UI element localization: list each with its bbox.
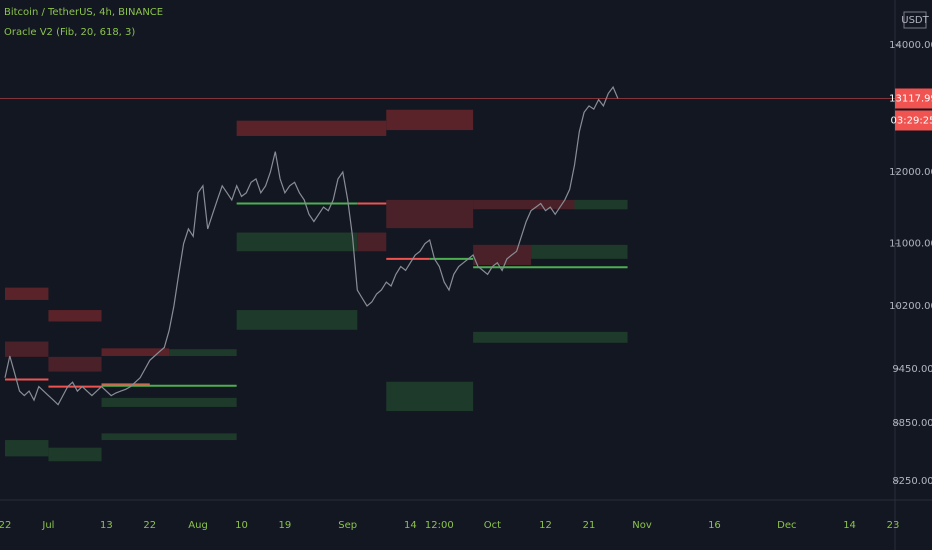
x-tick-label: Dec [777, 520, 796, 531]
y-tick-label: 14000.00 [889, 40, 932, 51]
zone [5, 440, 49, 457]
zone [357, 232, 387, 252]
plot-area [0, 85, 895, 462]
zone [473, 331, 628, 343]
zone [48, 447, 102, 462]
y-tick-label: 12000.00 [889, 167, 932, 178]
x-tick-label: Oct [484, 520, 501, 531]
x-tick-label: Nov [632, 520, 652, 531]
zone [5, 287, 49, 300]
zone [5, 341, 49, 357]
zone [473, 199, 628, 210]
zone [236, 120, 387, 136]
zone [101, 433, 237, 441]
x-tick-label: 14 [843, 520, 856, 531]
zone [531, 244, 628, 259]
x-tick-label: Sep [338, 520, 357, 531]
x-tick-label: 10 [235, 520, 248, 531]
zone [574, 199, 628, 210]
zone [386, 381, 474, 412]
chart-title: Bitcoin / TetherUS, 4h, BINANCE [4, 7, 163, 18]
y-tick-label: 10200.00 [889, 301, 932, 312]
zone [236, 310, 358, 330]
x-tick-label: 22 [143, 520, 156, 531]
currency-label[interactable]: USDT [901, 15, 929, 26]
indicator-name: Oracle V2 (Fib, 20, 618, 3) [4, 27, 135, 38]
zone [48, 310, 102, 322]
countdown-box [895, 110, 932, 131]
x-tick-label: Jul [41, 520, 54, 531]
zone [473, 244, 532, 265]
y-tick-label: 8250.00 [892, 476, 932, 487]
zone [48, 356, 102, 372]
currency-box[interactable] [903, 11, 927, 29]
x-tick-label: Aug [188, 520, 208, 531]
last-price-label: 13117.99 [889, 93, 932, 104]
x-tick-label: 21 [583, 520, 596, 531]
zone [101, 348, 170, 356]
zone [169, 349, 237, 356]
x-tick-label: 12 [539, 520, 552, 531]
y-tick-label: 8850.00 [892, 418, 932, 429]
x-tick-label: 13 [100, 520, 113, 531]
y-tick-label: 9450.00 [892, 364, 932, 375]
last-price-box [895, 88, 932, 109]
x-tick-label: 22 [0, 520, 11, 531]
x-tick-label: 12:00 [425, 520, 454, 531]
countdown-label: 03:29:25 [891, 115, 932, 126]
x-tick-label: 19 [279, 520, 292, 531]
x-tick-label: 14 [404, 520, 417, 531]
zone [386, 109, 474, 131]
zone [236, 232, 358, 252]
y-tick-label: 11000.00 [889, 239, 932, 250]
x-tick-label: 16 [708, 520, 721, 531]
x-tick-label: 23 [887, 520, 900, 531]
price-line [4, 85, 619, 406]
zone [386, 199, 474, 229]
zone [101, 397, 237, 407]
